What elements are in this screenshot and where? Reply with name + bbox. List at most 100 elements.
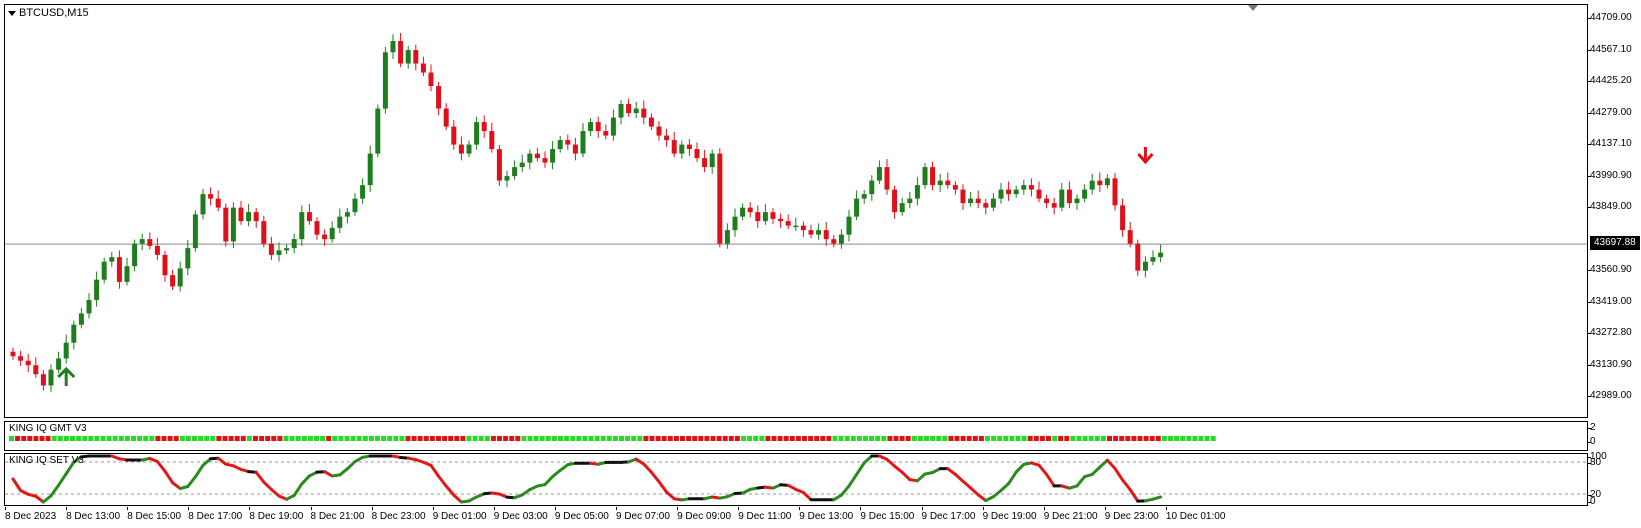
gmt-block <box>576 436 582 441</box>
candle <box>732 208 738 237</box>
candle <box>284 244 290 255</box>
gmt-scale-bottom: 0 <box>1588 436 1596 447</box>
symbol-dropdown-icon[interactable] <box>8 10 16 16</box>
main-chart-pane[interactable]: BTCUSD,M15 <box>4 4 1588 418</box>
time-label: 9 Dec 21:00 <box>1043 507 1098 522</box>
gmt-block <box>417 436 423 441</box>
candlestick-chart[interactable] <box>5 5 1587 417</box>
gmt-block <box>490 436 496 441</box>
candle <box>1150 250 1156 266</box>
candle <box>854 190 860 221</box>
gmt-block <box>338 436 344 441</box>
candle <box>1066 181 1072 209</box>
gmt-block <box>472 436 478 441</box>
symbol-header[interactable]: BTCUSD,M15 <box>8 7 89 19</box>
candle <box>177 261 183 292</box>
oscillator-segment <box>338 467 349 477</box>
gmt-block <box>814 436 820 441</box>
candle <box>40 370 46 391</box>
gmt-block <box>960 436 966 441</box>
candle <box>512 160 518 180</box>
set-scale-80: 80 <box>1587 457 1602 468</box>
gmt-block <box>1100 436 1106 441</box>
time-label: 9 Dec 13:00 <box>799 507 854 522</box>
gmt-block <box>1052 436 1058 441</box>
gmt-block <box>551 436 557 441</box>
time-label: 9 Dec 07:00 <box>616 507 670 522</box>
time-label: 8 Dec 21:00 <box>310 507 365 522</box>
candle <box>664 128 670 147</box>
price-tick: 44709.00 <box>1588 12 1632 23</box>
gmt-block <box>356 436 362 441</box>
gmt-block <box>698 436 704 441</box>
candle <box>420 56 426 77</box>
candle <box>109 251 115 267</box>
candle <box>405 45 411 69</box>
gmt-block <box>997 436 1003 441</box>
set-scale-100: 100 <box>1588 451 1607 462</box>
gmt-block <box>429 436 435 441</box>
candle <box>557 136 563 153</box>
price-tick: 44279.00 <box>1588 106 1632 118</box>
candle <box>686 139 692 156</box>
candle <box>94 271 100 307</box>
gmt-block <box>1161 436 1167 441</box>
gmt-block <box>686 436 692 441</box>
oscillator-segment <box>915 472 927 483</box>
gmt-block <box>63 436 69 441</box>
candle <box>306 204 312 225</box>
gmt-block <box>625 436 631 441</box>
oscillator-segment <box>171 481 182 491</box>
gmt-block <box>863 436 868 441</box>
oscillator-segment <box>300 474 311 486</box>
gmt-block <box>1198 436 1204 441</box>
gmt-block <box>1174 436 1180 441</box>
candle <box>33 357 39 378</box>
oscillator-segment <box>429 463 441 478</box>
gmt-block <box>289 436 295 441</box>
gmt-block <box>222 436 228 441</box>
chart-shift-marker-icon[interactable] <box>1248 5 1258 11</box>
candle <box>1044 194 1050 209</box>
oscillator-segment <box>649 470 661 484</box>
oscillator-segment <box>885 457 897 468</box>
gmt-block <box>795 436 801 441</box>
candle <box>268 236 274 261</box>
candle <box>1059 182 1065 212</box>
candle <box>816 223 822 240</box>
gmt-block <box>1088 436 1094 441</box>
candle <box>823 222 829 246</box>
candle <box>740 203 746 221</box>
gmt-block <box>1186 436 1192 441</box>
indicator-gmt-pane[interactable]: KING IQ GMT V3 <box>4 421 1588 451</box>
candle <box>200 188 206 220</box>
symbol-label: BTCUSD,M15 <box>19 7 89 19</box>
indicator-set-pane[interactable]: KING IQ SET V3 <box>4 453 1588 506</box>
indicator-gmt-label: KING IQ GMT V3 <box>9 423 87 434</box>
gmt-block <box>185 436 191 441</box>
set-scale-20: 20 <box>1587 489 1602 500</box>
oscillator-segment <box>1128 488 1140 503</box>
price-scale[interactable]: 44709.00 44567.10 44425.20 44279.00 44137.10… <box>1588 4 1641 418</box>
gmt-block <box>643 436 649 441</box>
candle <box>139 233 145 251</box>
oscillator-segment <box>34 494 45 504</box>
candle <box>694 142 700 162</box>
gmt-block <box>521 436 527 441</box>
oscillator-segment <box>262 480 273 491</box>
candle <box>1021 179 1027 195</box>
time-label: 9 Dec 11:00 <box>738 507 792 522</box>
gmt-block <box>301 436 307 441</box>
candle <box>793 217 799 231</box>
time-axis[interactable]: 8 Dec 2023 8 Dec 13:00 8 Dec 15:00 8 Dec 17… <box>0 507 1588 528</box>
gmt-block <box>442 436 448 441</box>
oscillator-segment <box>444 484 456 497</box>
oscillator-segment <box>452 493 463 504</box>
gmt-block <box>253 436 258 441</box>
gmt-block <box>655 436 661 441</box>
price-tick: 44137.10 <box>1588 138 1632 149</box>
candle <box>1089 173 1095 195</box>
oscillator-segment <box>520 488 532 497</box>
oscillator-segment <box>1075 475 1087 488</box>
candle <box>238 200 244 225</box>
